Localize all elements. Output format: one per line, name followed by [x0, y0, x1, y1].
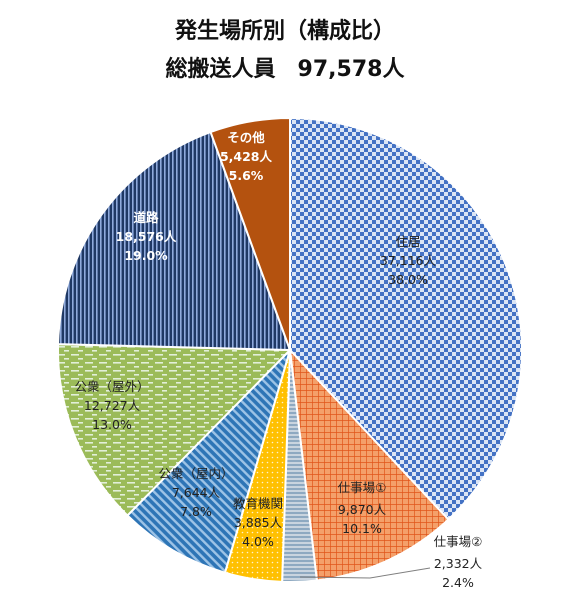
slice-name-label: 住居	[395, 234, 420, 249]
pie-slice-6	[57, 343, 293, 517]
slice-percent-label: 4.0%	[242, 534, 274, 549]
leader-line	[299, 567, 431, 579]
slice-name-label: 仕事場②	[434, 534, 483, 549]
chart-title-line2: 総搬送人員 97,578人	[166, 56, 405, 82]
pie-slice-7	[57, 130, 292, 352]
slice-count-label: 2,332人	[434, 556, 483, 571]
slice-percent-label: 7.8%	[180, 504, 212, 519]
slice-count-label: 9,870人	[338, 502, 387, 517]
pie-slice-1	[289, 116, 523, 521]
chart-title-line1: 発生場所別（構成比）	[174, 18, 395, 44]
slice-name-label: 仕事場①	[338, 480, 387, 495]
pie-slices	[57, 116, 523, 583]
slice-percent-label: 38.0%	[388, 272, 428, 287]
slice-count-label: 3,885人	[234, 515, 283, 530]
slice-percent-label: 2.4%	[442, 575, 474, 590]
slice-name-label: 道路	[133, 210, 159, 225]
slice-count-label: 7,644人	[172, 485, 221, 500]
pie-slice-5	[126, 349, 291, 574]
slice-percent-label: 5.6%	[229, 168, 264, 183]
slice-name-label: 教育機関	[233, 496, 283, 511]
pie-slice-8	[209, 116, 291, 351]
pie-slice-2	[288, 347, 450, 582]
slice-name-label: 公衆（屋内）	[158, 466, 233, 481]
pie-labels: 住居 37,116人 38.0% 仕事場① 9,870人 10.1% 仕事場② 2,332人 2…	[74, 130, 482, 590]
slice-count-label: 37,116人	[380, 253, 437, 268]
slice-count-label: 5,428人	[220, 149, 273, 164]
slice-percent-label: 10.1%	[342, 521, 382, 536]
slice-percent-label: 13.0%	[92, 417, 132, 432]
slice-count-label: 18,576人	[116, 229, 177, 244]
slice-name-label: 公衆（屋外）	[74, 379, 149, 394]
slice-name-label: その他	[227, 130, 265, 145]
slice-percent-label: 19.0%	[124, 248, 168, 263]
slice-count-label: 12,727人	[84, 398, 141, 413]
